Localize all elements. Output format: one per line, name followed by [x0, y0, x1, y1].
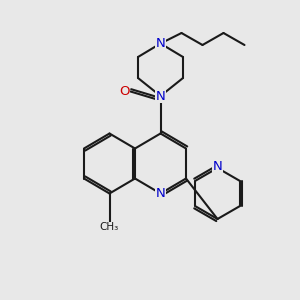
Text: CH₃: CH₃	[100, 222, 119, 232]
Text: N: N	[156, 37, 165, 50]
Text: N: N	[213, 160, 222, 173]
Text: N: N	[156, 89, 165, 103]
Text: O: O	[119, 85, 130, 98]
Text: N: N	[156, 187, 165, 200]
